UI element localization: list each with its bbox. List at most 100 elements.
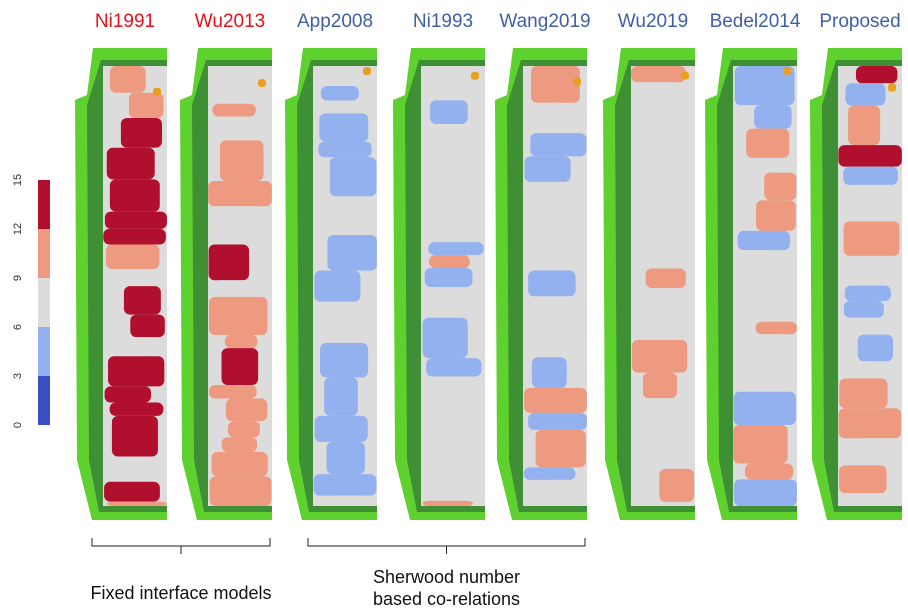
field-band [421, 286, 484, 318]
field-band [844, 255, 902, 286]
field-band [764, 172, 797, 201]
field-band [642, 372, 678, 399]
panel-field [393, 48, 485, 520]
field-band [636, 177, 683, 200]
panel-title: Bedel2014 [710, 11, 801, 32]
field-band [845, 317, 883, 335]
field-band [427, 376, 471, 418]
field-band [224, 334, 258, 349]
field-band [425, 467, 477, 501]
field-band [214, 280, 269, 297]
field-band [746, 128, 790, 158]
field-band [750, 377, 784, 392]
field-band [528, 412, 587, 430]
field-band [632, 82, 675, 102]
group-bracket [91, 538, 271, 554]
field-band [211, 451, 268, 477]
field-band [745, 463, 794, 480]
colorbar-tick-label: 15 [12, 174, 24, 186]
field-band [326, 441, 365, 475]
field-band [843, 166, 898, 185]
field-band [430, 100, 468, 125]
field-band [839, 465, 887, 494]
field-band [104, 386, 151, 403]
field-band [208, 244, 250, 281]
field-band [314, 270, 361, 302]
field-band [632, 121, 676, 162]
panel-field [810, 48, 902, 520]
field-band [527, 102, 562, 134]
group-label: Fixed interface models [90, 583, 271, 603]
field-band [329, 157, 377, 197]
field-band [208, 296, 268, 335]
panel-title: Wu2019 [618, 11, 688, 32]
field-band [839, 378, 888, 409]
field-band [422, 500, 473, 506]
field-band [210, 206, 258, 245]
hotspot [783, 66, 791, 75]
field-band [650, 312, 690, 340]
field-band [120, 118, 162, 148]
panel-field [285, 48, 377, 520]
field-band [543, 220, 587, 235]
panel-title: Ni1991 [95, 11, 155, 32]
panel-title: Ni1993 [413, 11, 473, 32]
field-band [433, 192, 484, 228]
colorbar-tick-label: 9 [12, 275, 24, 281]
field-band [838, 408, 902, 439]
field-band [422, 434, 474, 468]
field-band [528, 270, 576, 297]
field-band [108, 356, 165, 387]
hotspot [573, 77, 581, 86]
field-band [214, 66, 267, 104]
field-band [104, 211, 167, 229]
field-band [856, 184, 898, 222]
field-band [208, 181, 272, 207]
field-band [734, 66, 795, 106]
colorbar-tick-label: 3 [12, 373, 24, 379]
field-band [320, 86, 359, 101]
field-band [734, 157, 779, 173]
panel-title: Wang2019 [499, 11, 590, 32]
hotspot [258, 79, 266, 88]
field-band [544, 479, 586, 506]
field-band [633, 440, 692, 469]
field-band [430, 417, 483, 435]
field-band [733, 391, 796, 425]
colorbar-segment [38, 229, 50, 278]
field-band [103, 228, 166, 245]
field-band [430, 227, 470, 243]
field-band [123, 286, 161, 315]
field-band [631, 339, 688, 373]
field-band [531, 357, 567, 388]
field-band [733, 250, 770, 288]
panel-title: Proposed [819, 11, 900, 32]
field-band [733, 287, 787, 322]
panel-title: App2008 [297, 11, 373, 32]
field-band [422, 165, 456, 193]
field-band [638, 101, 688, 122]
field-band [524, 315, 573, 346]
field-band [631, 288, 692, 313]
field-band [744, 346, 785, 378]
field-band [855, 66, 898, 84]
field-band [221, 348, 259, 385]
field-band [422, 124, 473, 149]
field-band [631, 66, 686, 83]
panel-field [603, 48, 695, 520]
group-label: based co-relations [373, 589, 520, 609]
field-band [324, 377, 358, 416]
field-band [104, 481, 160, 502]
field-band [109, 402, 164, 416]
field-band [210, 116, 266, 141]
field-band [313, 474, 377, 496]
field-band [848, 105, 881, 146]
field-band [317, 301, 371, 343]
field-band [111, 415, 158, 457]
field-band [843, 301, 884, 318]
field-band [840, 493, 894, 506]
field-band [327, 234, 377, 271]
field-band [220, 140, 264, 182]
field-band [755, 321, 797, 335]
